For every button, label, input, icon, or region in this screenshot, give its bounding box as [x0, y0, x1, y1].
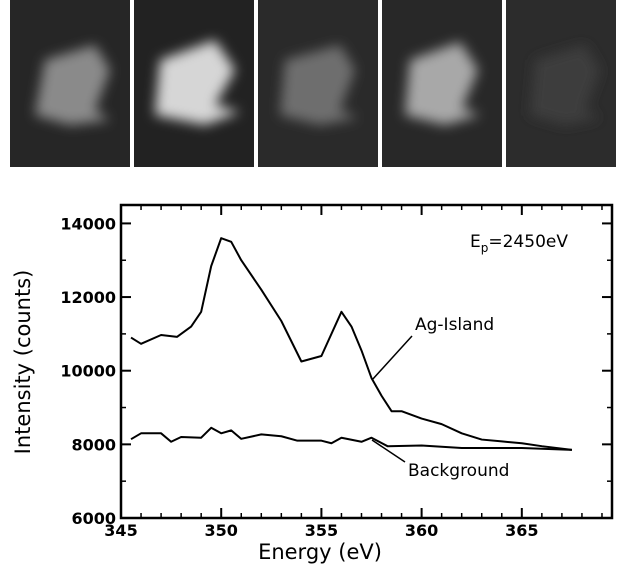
y-tick-label: 12000: [60, 288, 116, 307]
image-panel: [258, 0, 378, 167]
image-strip: [10, 0, 616, 167]
image-panel: [134, 0, 254, 167]
series-label: Ag-Island: [415, 315, 494, 335]
annotation-base: E: [470, 232, 481, 252]
y-tick-label: 6000: [71, 509, 116, 528]
label-leader: [371, 335, 413, 381]
image-panel: [506, 0, 616, 167]
series-label: Background: [408, 461, 509, 481]
x-tick-label: 365: [505, 521, 538, 540]
image-panel: [382, 0, 502, 167]
x-tick-label: 360: [405, 521, 438, 540]
annotation-text: =2450eV: [488, 232, 568, 252]
annotation: Ep=2450eV: [470, 232, 568, 255]
x-axis-label: Energy (eV): [258, 540, 382, 564]
y-tick-label: 8000: [71, 435, 116, 454]
series-line: [130, 237, 573, 451]
x-tick-label: 345: [104, 521, 137, 540]
image-panel: [10, 0, 130, 167]
y-tick-label: 10000: [60, 362, 116, 381]
y-axis-label: Intensity (counts): [11, 270, 35, 455]
y-tick-label: 14000: [60, 214, 116, 233]
annotation-subscript: p: [481, 241, 489, 255]
x-tick-label: 355: [305, 521, 338, 540]
plot-frame: [119, 203, 614, 520]
label-leader: [371, 439, 406, 463]
series-line: [130, 426, 572, 451]
x-tick-label: 350: [205, 521, 238, 540]
